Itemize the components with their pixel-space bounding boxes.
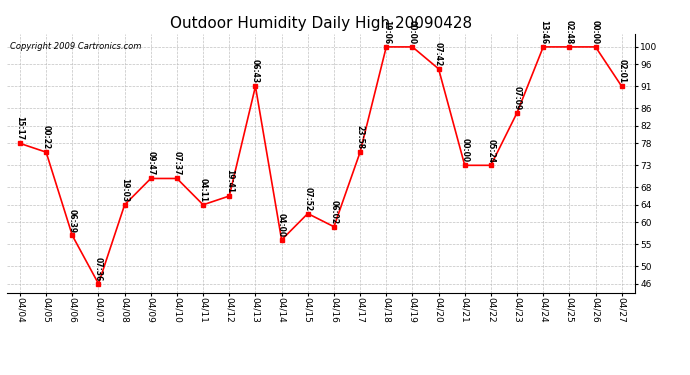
Text: 00:00: 00:00	[408, 20, 417, 44]
Text: 07:36: 07:36	[94, 257, 103, 281]
Text: 04:00: 04:00	[277, 213, 286, 237]
Text: Copyright 2009 Cartronics.com: Copyright 2009 Cartronics.com	[10, 42, 141, 51]
Text: 07:42: 07:42	[434, 42, 443, 66]
Title: Outdoor Humidity Daily High 20090428: Outdoor Humidity Daily High 20090428	[170, 16, 472, 31]
Text: 15:17: 15:17	[15, 117, 24, 141]
Text: 06:39: 06:39	[68, 209, 77, 233]
Text: 23:58: 23:58	[355, 125, 364, 149]
Text: 19:41: 19:41	[225, 169, 234, 193]
Text: 06:02: 06:02	[329, 200, 338, 224]
Text: 07:09: 07:09	[513, 86, 522, 110]
Text: 00:00: 00:00	[591, 20, 600, 44]
Text: 07:37: 07:37	[172, 152, 181, 176]
Text: 00:22: 00:22	[41, 125, 50, 149]
Text: 19:03: 19:03	[120, 178, 129, 202]
Text: 05:24: 05:24	[486, 138, 495, 162]
Text: 00:00: 00:00	[460, 138, 469, 162]
Text: 02:48: 02:48	[565, 20, 574, 44]
Text: 19:06: 19:06	[382, 20, 391, 44]
Text: 06:43: 06:43	[251, 60, 260, 84]
Text: 04:11: 04:11	[199, 178, 208, 202]
Text: 07:52: 07:52	[304, 187, 313, 211]
Text: 09:47: 09:47	[146, 152, 155, 176]
Text: 02:01: 02:01	[618, 60, 627, 84]
Text: 13:46: 13:46	[539, 20, 548, 44]
